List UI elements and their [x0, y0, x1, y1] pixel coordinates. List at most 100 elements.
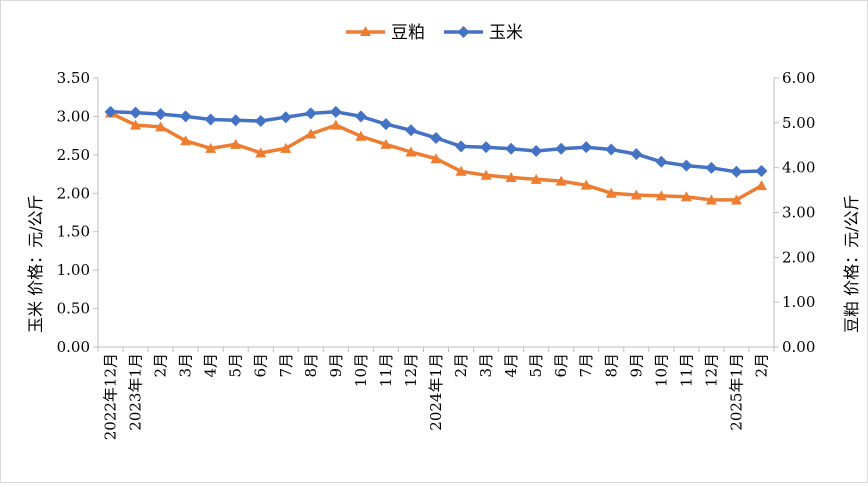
data-point-triangle [180, 135, 192, 146]
x-tick-label: 5月 [527, 353, 545, 378]
data-point-diamond [104, 105, 117, 118]
data-point-diamond [379, 118, 392, 131]
x-tick-label: 2月 [452, 353, 470, 378]
right-tick-label: 4.00 [782, 159, 815, 177]
legend-label-corn: 玉米 [489, 23, 523, 43]
data-point-triangle [605, 187, 617, 198]
data-point-triangle [555, 175, 567, 186]
data-point-diamond [705, 161, 718, 174]
x-tick-label: 2月 [152, 353, 170, 378]
legend: 豆粕 玉米 [346, 23, 523, 43]
x-tick-label: 12月 [702, 353, 720, 387]
right-axis-title: 豆粕 价格：元/公斤 [842, 195, 861, 333]
data-point-triangle [455, 165, 467, 176]
data-point-diamond [730, 165, 743, 178]
data-point-diamond [630, 148, 643, 161]
x-tick-label: 3月 [477, 353, 495, 378]
x-tick-label: 10月 [652, 353, 670, 387]
data-point-diamond [455, 140, 468, 153]
data-point-diamond [154, 108, 167, 121]
x-tick-label: 6月 [252, 353, 270, 378]
data-point-triangle [405, 146, 417, 157]
x-tick-label: 2023年1月 [127, 353, 145, 431]
x-tick-label: 3月 [177, 353, 195, 378]
data-point-diamond [129, 106, 142, 119]
data-point-diamond [680, 159, 693, 172]
left-tick-label: 2.50 [57, 146, 90, 164]
right-tick-label: 2.00 [782, 248, 815, 266]
x-tick-label: 2024年1月 [427, 353, 445, 431]
legend-diamond-marker-icon [457, 26, 470, 38]
x-tick-label: 11月 [377, 353, 395, 387]
x-tick-label: 11月 [677, 353, 695, 387]
data-point-diamond [254, 115, 267, 128]
left-tick-label: 1.00 [57, 261, 90, 279]
data-point-triangle [580, 179, 592, 190]
data-point-diamond [329, 105, 342, 118]
data-point-triangle [255, 147, 267, 158]
right-tick-label: 0.00 [782, 338, 815, 356]
x-tick-label: 9月 [627, 353, 645, 378]
x-tick-label: 5月 [227, 353, 245, 378]
x-tick-label: 4月 [502, 353, 520, 378]
data-point-triangle [480, 169, 492, 180]
data-point-triangle [705, 194, 717, 205]
data-point-diamond [480, 141, 493, 154]
series-layer [104, 105, 768, 205]
left-tick-label: 3.00 [57, 107, 90, 125]
data-point-triangle [505, 172, 517, 183]
data-point-triangle [730, 194, 742, 205]
right-tick-label: 6.00 [782, 69, 815, 87]
x-tick-label: 2025年1月 [727, 353, 745, 431]
right-tick-label: 3.00 [782, 204, 815, 222]
data-point-triangle [355, 130, 367, 141]
left-tick-label: 0.50 [57, 300, 90, 318]
right-axis-ticks: 0.00 1.00 2.00 3.00 4.00 5.00 6.00 [774, 69, 815, 356]
data-point-triangle [330, 119, 342, 130]
data-point-triangle [755, 180, 767, 191]
data-point-diamond [304, 107, 317, 120]
left-axis-title: 玉米 价格：元/公斤 [26, 195, 45, 333]
data-point-diamond [505, 142, 518, 155]
legend-triangle-marker-icon [360, 26, 371, 36]
data-point-triangle [430, 153, 442, 164]
data-point-diamond [605, 143, 618, 156]
data-point-diamond [530, 145, 543, 158]
right-tick-label: 1.00 [782, 293, 815, 311]
data-point-triangle [130, 119, 142, 130]
data-point-triangle [305, 128, 317, 139]
data-point-diamond [279, 111, 292, 124]
left-tick-label: 3.50 [57, 69, 90, 87]
data-point-triangle [280, 142, 292, 153]
data-point-diamond [755, 164, 768, 177]
data-point-triangle [230, 138, 242, 149]
data-point-diamond [655, 155, 668, 168]
left-tick-label: 2.00 [57, 184, 90, 202]
left-axis-ticks: 0.00 0.50 1.00 1.50 2.00 2.50 3.00 3.50 [57, 69, 98, 356]
data-point-diamond [404, 124, 417, 137]
x-tick-label: 2月 [752, 353, 770, 378]
data-point-diamond [555, 142, 568, 155]
data-point-triangle [380, 138, 392, 149]
left-tick-label: 0.00 [57, 338, 90, 356]
data-point-diamond [580, 141, 593, 154]
x-tick-label: 9月 [327, 353, 345, 378]
x-tick-label: 6月 [552, 353, 570, 378]
x-tick-label: 7月 [577, 353, 595, 378]
data-point-triangle [680, 191, 692, 202]
data-point-triangle [205, 142, 217, 153]
x-tick-label: 8月 [302, 353, 320, 378]
data-point-diamond [179, 110, 192, 123]
right-tick-label: 5.00 [782, 114, 815, 132]
data-point-diamond [430, 131, 442, 144]
legend-label-soymeal: 豆粕 [391, 23, 425, 43]
left-tick-label: 1.50 [57, 223, 90, 241]
x-tick-label: 7月 [277, 353, 295, 378]
data-point-diamond [229, 114, 242, 127]
x-tick-label: 4月 [202, 353, 220, 378]
data-point-triangle [530, 173, 542, 184]
x-tick-label: 2022年12月 [102, 353, 120, 440]
data-point-diamond [354, 110, 367, 123]
